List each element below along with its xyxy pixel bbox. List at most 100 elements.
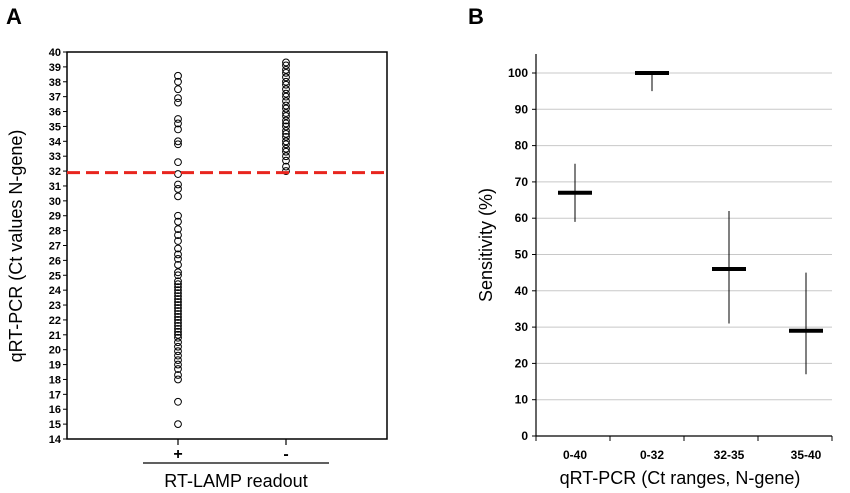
panel-b-y-tick-label: 0 [521,429,528,443]
panel-a-y-tick-label: 28 [49,226,61,238]
panel-a-data-point [174,360,182,369]
panel-a-data-point [174,330,182,339]
panel-a-data-point [282,77,290,86]
panel-a-data-point [174,237,182,245]
panel-a-data-point [282,116,290,125]
panel-a-y-tick-label: 31 [49,181,61,193]
panel-a-data-point [282,89,290,98]
panel-a-data-point [174,333,182,342]
panel-a-data-point [174,211,182,220]
panel-a-y-tick-label: 17 [49,389,61,401]
panel-a-data-point [174,310,182,318]
panel-a-data-point [282,109,290,117]
panel-a-x-category-label: + [173,446,182,463]
panel-a-data-point [174,304,182,312]
panel-a-x-category-label: - [283,446,288,463]
panel-a-y-tick-label: 22 [49,315,61,327]
panel-a-data-point [174,283,182,292]
panel-a-data-point [174,301,182,309]
panel-a-plot-frame [66,51,388,440]
panel-a-data-point [174,137,182,146]
panel-a-data-point [174,140,182,149]
panel-a-data-point [174,351,182,360]
panel-a-data-point [282,112,290,120]
panel-a-y-tick-label: 14 [49,434,62,446]
panel-a-y-tick-label: 37 [49,92,61,104]
panel-a-data-point [282,68,290,77]
panel-a-y-tick-label: 18 [49,374,61,386]
panel-b-x-category-label: 32-35 [714,448,745,462]
panel-a-data-point [174,119,182,128]
panel-a-data-point [174,268,182,277]
panel-a-data-point [174,292,182,301]
panel-a-data-point [174,217,182,226]
panel-b-x-category-label: 0-40 [563,448,587,462]
panel-a-y-tick-label: 33 [49,151,61,163]
panel-a-data-point [282,73,290,82]
panel-a-y-tick-label: 40 [49,47,61,59]
panel-a-y-tick-label: 27 [49,241,61,253]
panel-a-data-point [282,122,290,131]
panel-a-data-point [174,125,182,134]
panel-a-data-point [174,271,182,280]
panel-a-data-point [282,65,290,74]
panel-b-y-tick-label: 20 [515,356,529,370]
panel-a-data-point [282,61,290,70]
panel-a-data-point [174,286,182,295]
panel-a-data-point [174,321,182,330]
panel-a-x-title: RT-LAMP readout [164,471,307,491]
panel-a-data-point [282,152,290,161]
panel-a-data-point [282,137,290,146]
panel-a-y-tick-label: 39 [49,62,61,74]
panel-a-data-point [282,132,290,141]
panel-a-data-point [174,277,182,286]
panel-a-data-point [174,327,182,336]
panel-a-y-tick-label: 24 [49,285,62,297]
panel-a-y-tick-label: 20 [49,345,61,357]
panel-a-data-point [174,77,182,86]
panel-a-data-point [174,347,182,356]
panel-a-data-point [174,244,182,253]
panel-a-y-tick-label: 21 [49,330,61,342]
panel-a-data-point [282,104,290,113]
panel-a-data-point [282,80,290,89]
panel-a-data-point [174,250,182,259]
panel-b-x-category-label: 0-32 [640,448,664,462]
panel-b-y-tick-label: 90 [515,102,529,116]
panel-b-y-tick-label: 80 [515,139,529,153]
panel-a-data-point [282,85,290,94]
panel-a-points [174,58,290,429]
panel-a-data-point [174,316,182,324]
panel-b-y-tick-label: 60 [515,211,529,225]
panel-b-x-axis: 0-40 0-32 32-35 35-40 [535,436,833,462]
panel-a-data-point [282,119,290,128]
panel-b-y-tick-label: 100 [508,66,528,80]
panel-b-gridlines [536,72,832,401]
panel-a-data-point [174,298,182,306]
panel-a-data-point [282,162,290,171]
panel-a-data-point [174,397,182,406]
panel-b-letter: B [468,4,484,29]
panel-a-y-tick-label: 16 [49,404,61,416]
panel-a-data-point [174,192,182,201]
panel-a-y-tick-label: 25 [49,270,61,282]
panel-a-data-point [174,365,182,373]
panel-a-y-axis: 14 15 16 17 18 19 20 21 22 23 24 25 26 27 28 29 30 31 32 33… [49,47,67,446]
panel-a-data-point [174,420,182,429]
panel-a-y-tick-label: 32 [49,166,61,178]
panel-a-data-point [174,375,182,384]
panel-a-data-point [174,180,182,189]
panel-a-data-point [282,140,290,149]
panel-a-data-point [174,115,182,123]
panel-a-data-point [174,313,182,321]
panel-b-y-axis: 0 10 20 30 40 50 60 70 80 90 100 [508,66,536,443]
panel-b-y-tick-label: 70 [515,175,529,189]
panel-a-data-point [174,225,182,234]
panel-b-x-category-label: 35-40 [791,448,822,462]
panel-a-data-point [282,126,290,135]
panel-a-data-point [174,94,182,103]
panel-a-data-point [282,92,290,101]
panel-b-marks [558,71,823,375]
panel-a-data-point [174,170,182,178]
